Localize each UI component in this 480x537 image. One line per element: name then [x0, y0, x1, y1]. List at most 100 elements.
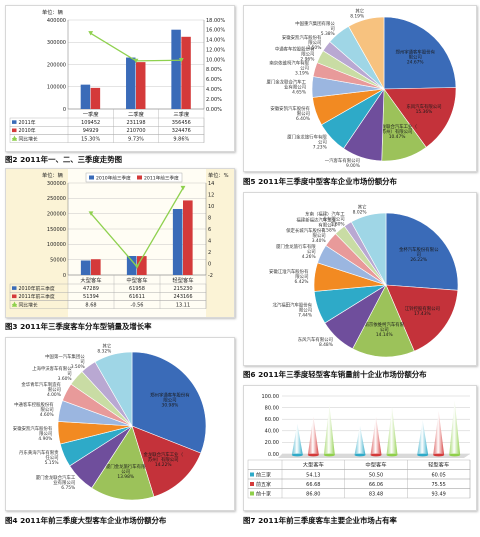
slice-label: 东南（福建）汽车工 [305, 210, 345, 217]
slice-label: 金龙联合汽车工业（ [377, 123, 417, 130]
y-tick-label: 250000 [47, 196, 66, 202]
table-cell: 8.68 [85, 302, 96, 308]
slice-label: 上海申沃客车有限公 [32, 365, 72, 372]
slice-value-label: 2.58% [322, 228, 336, 234]
slice-value-label: 14.22% [155, 462, 172, 468]
slice-value-label: 3.40% [312, 238, 326, 244]
legend-label: 2010年前三季度 [96, 175, 131, 182]
fig7-caption: 图7 2011年前三季度客车主要企业市场占有率 [243, 516, 397, 525]
slice-label: 限公司 [163, 397, 176, 404]
y2-tick-label: 2.00% [206, 97, 222, 103]
cone-base [354, 453, 366, 457]
slice-label: 限公司 [41, 406, 54, 413]
y-tick-label: 200000 [47, 62, 66, 68]
legend-label: 前十家 [256, 490, 271, 497]
slice-label: 任公司 [45, 454, 58, 461]
slice-label: 郑州宇通客车股份有 [150, 392, 190, 399]
legend-label: 同比增长 [19, 301, 38, 308]
cone-bar [291, 423, 303, 455]
slice-label: 限公司 [295, 273, 308, 280]
growth-point [178, 58, 184, 63]
cone-base [370, 453, 382, 457]
slice-label: 郑州宇通客车股份有 [395, 49, 435, 56]
cone-bar [386, 406, 398, 455]
slice-value-label: 30.98% [162, 403, 179, 409]
table-cell: 86.80 [306, 491, 320, 497]
unit-left-label: 单位：辆 [42, 171, 63, 179]
fig3-chart: 单位：辆 单位：% 0 50000 100000 150000 200000 250000 30… [9, 169, 229, 317]
fig2-caption: 图2 2011年一、二、三季度走势图 [5, 155, 122, 164]
bar [171, 29, 181, 110]
legend-label: 2011年 [19, 119, 36, 126]
slice-label: 北汽福田汽车股份有 [273, 301, 313, 308]
slice-value-label: 4.65% [292, 89, 306, 95]
slice-label: 保定长城汽车股份有 [286, 227, 326, 234]
bar [80, 84, 91, 109]
legend-label: 同比增长 [19, 135, 38, 142]
table-cell: 50.50 [369, 472, 383, 478]
slice-label: 限公司 [301, 50, 314, 57]
slice-label: 苏州）有限公司 [148, 456, 179, 463]
y-tick-label: 300000 [47, 40, 66, 46]
table-cell: 66.06 [369, 482, 383, 488]
slice-label: 金龙联合汽车工业（ [143, 451, 183, 458]
category-label: 一季度 [83, 110, 100, 118]
slice-label: 东风汽车有限公司 [406, 103, 441, 110]
y2-tick-label: 18.00% [206, 18, 225, 24]
bar [91, 259, 101, 275]
y-tick-label: 400000 [47, 18, 66, 24]
fig5-caption: 图5 2011年三季度中型客车企业市场份额分布 [243, 177, 397, 186]
table-cell: 94929 [83, 128, 99, 134]
slice-label: 限公司 [308, 39, 321, 46]
table-cell: -0.56 [131, 302, 144, 308]
slice-label: 安徽安凯汽车股份有 [282, 34, 322, 41]
slice-value-label: 26.22% [410, 257, 427, 263]
slice-label: 公司 [380, 327, 389, 333]
slice-value-label: 2.96% [300, 56, 314, 62]
slice-label: 限公司 [312, 232, 325, 239]
y2-tick-label: 4.00% [206, 87, 222, 93]
category-label: 中型客车 [365, 461, 386, 469]
slice-label-group: 其它8.19% [350, 8, 364, 20]
slice-label: 司 [80, 359, 84, 365]
bar [137, 256, 147, 275]
unit-left-label: 单位：辆 [42, 8, 63, 16]
pie-slice [383, 16, 457, 90]
category-label: 大型客车 [303, 461, 324, 469]
y-tick-label: 150000 [47, 227, 66, 233]
slice-label: 公司 [307, 249, 316, 255]
slice-label: 南京依维柯汽车有限 [269, 59, 309, 66]
fig2-chart: 单位：辆 0 100000 200000 300000 400000 0.00% 2.00% 4… [9, 8, 225, 143]
cone-bar [354, 425, 366, 455]
slice-value-label: 8.02% [353, 209, 367, 215]
cone-base [323, 453, 335, 457]
slice-value-label: 5.38% [321, 31, 335, 37]
pie-slice [348, 16, 385, 91]
slice-label: 限公司 [48, 386, 61, 393]
slice-label: 厦门金龙联合汽车工 [267, 78, 307, 85]
table-cell: 210700 [126, 128, 145, 134]
slice-label: 中国第一汽车集团公 [45, 353, 85, 360]
legend-marker [11, 135, 18, 141]
slice-label: 苏州）有限公司 [382, 128, 413, 135]
cone-bar [370, 416, 382, 455]
slice-value-label: 6.40% [296, 116, 310, 122]
legend-swatch [137, 175, 142, 180]
bar [183, 200, 193, 275]
slice-label: 金杯汽车股份有限公 [399, 246, 439, 253]
legend-label: 2010年前三季度 [19, 285, 55, 292]
slice-value-label: 8.32% [97, 349, 111, 355]
slice-label: 中通客车控股股份有 [14, 401, 54, 408]
legend-swatch [12, 286, 17, 290]
table-cell: 47289 [83, 286, 99, 292]
fig4-chart: 郑州宇通客车股份有限公司30.98%金龙联合汽车工业（苏州）有限公司14.22%… [13, 343, 207, 501]
